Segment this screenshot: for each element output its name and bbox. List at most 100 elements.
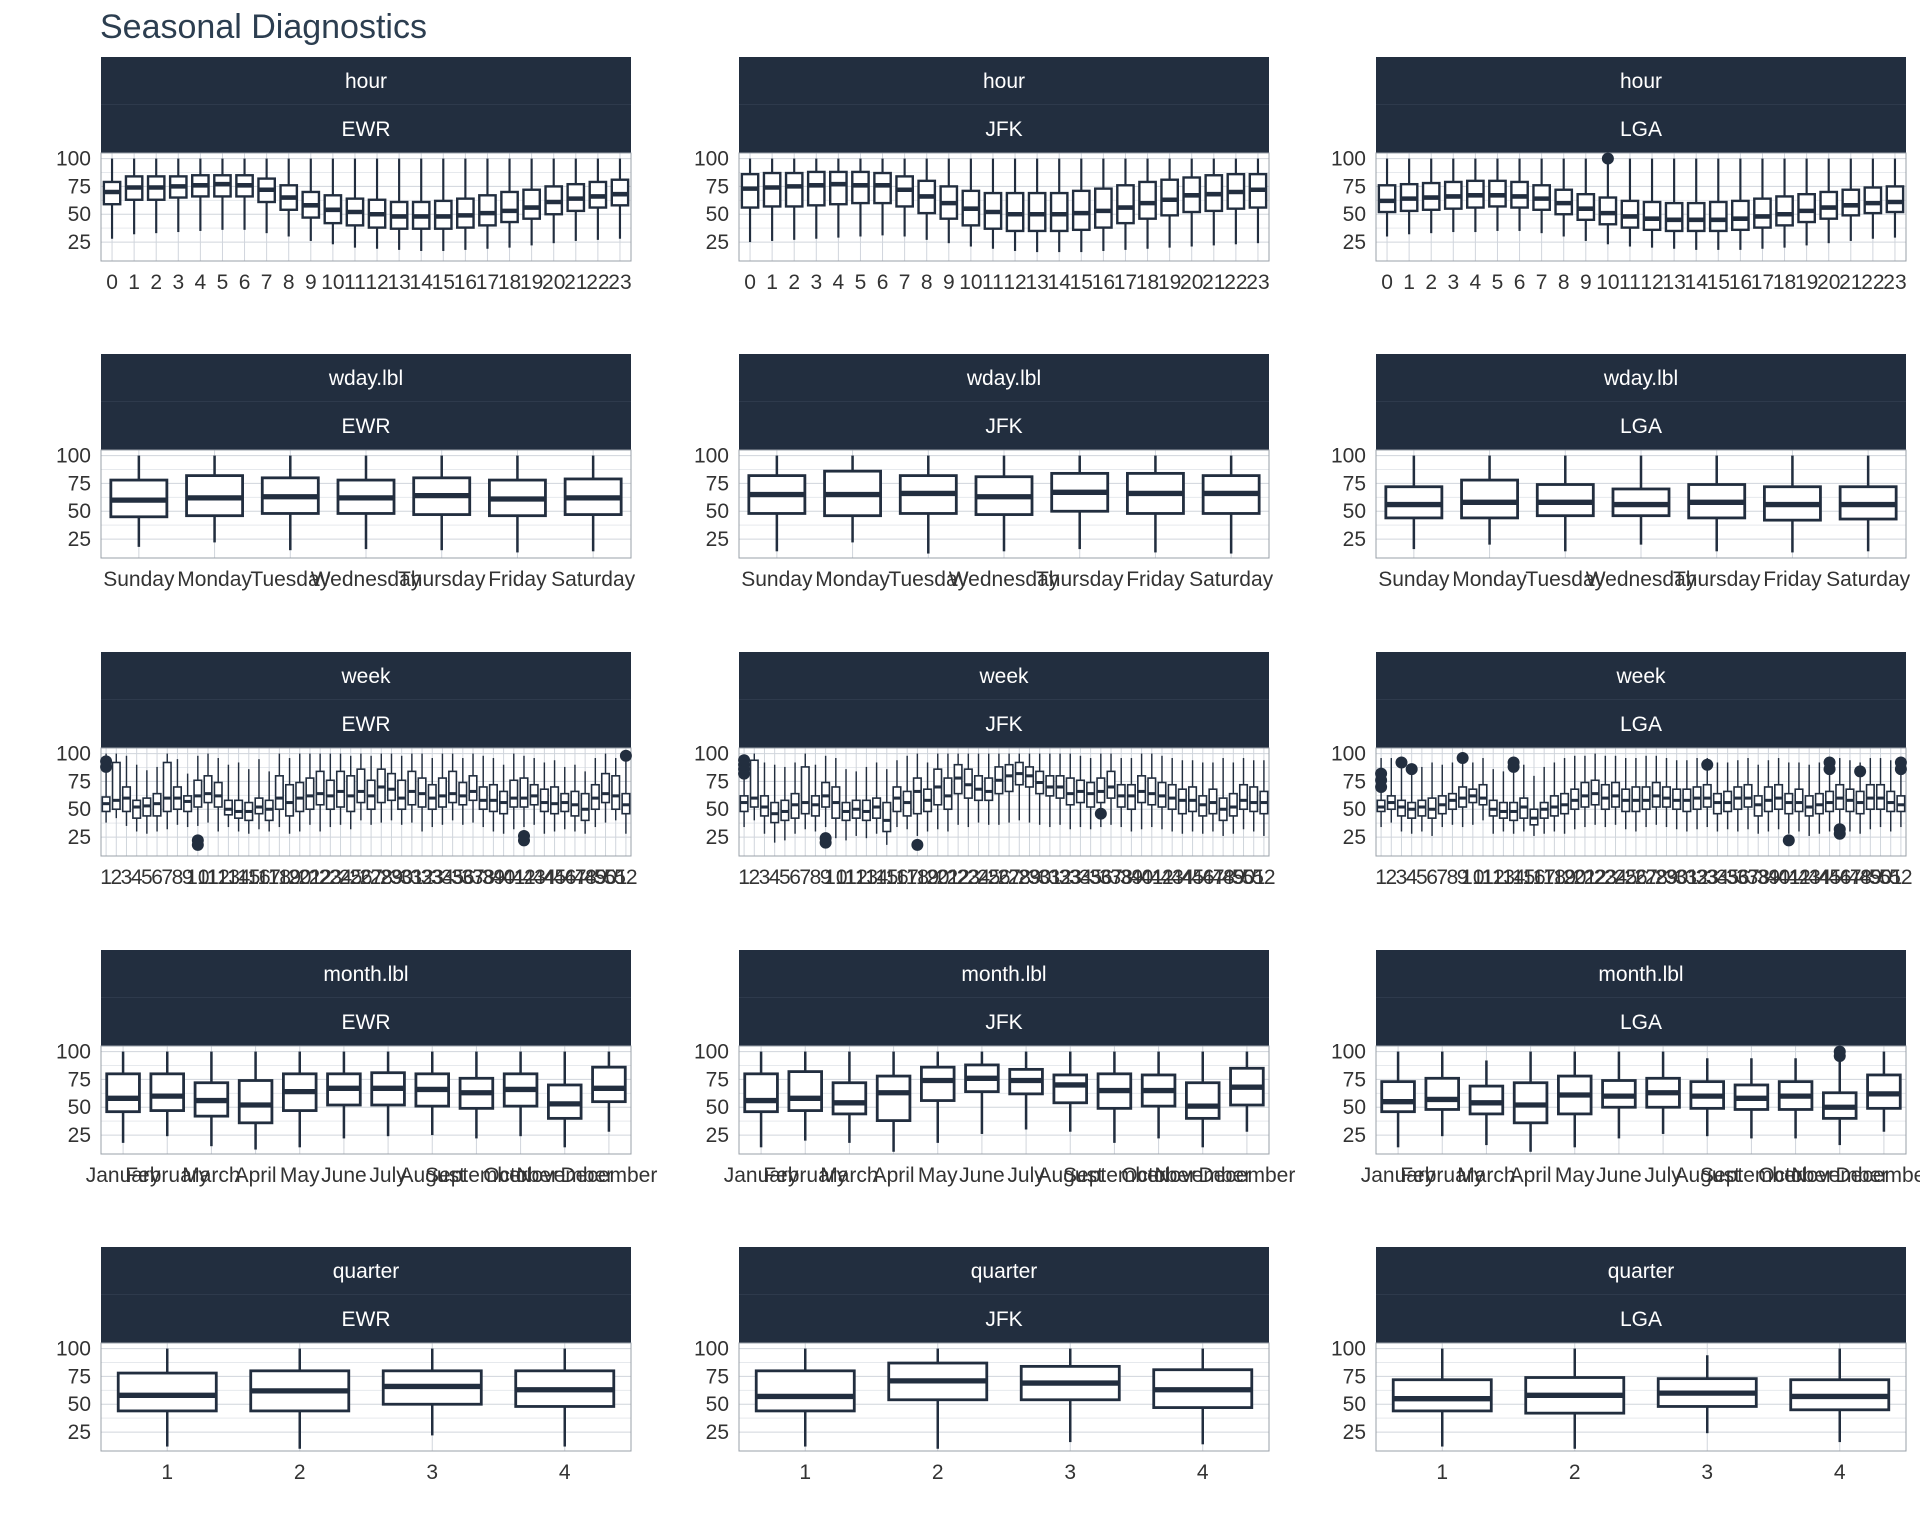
- x-tick-label: 28: [370, 866, 393, 889]
- x-tick-label: 17: [476, 271, 499, 294]
- boxplot-box: [983, 158, 1003, 249]
- x-tick-label: 11: [835, 866, 857, 889]
- outlier-point: [1782, 834, 1795, 847]
- boxplot-box: [1005, 158, 1025, 251]
- x-tick-label: January: [724, 1164, 799, 1187]
- x-tick-label: 4: [195, 271, 207, 294]
- x-tick-label: 20: [1563, 866, 1586, 889]
- boxplot-box: [223, 764, 233, 828]
- boxplot-box: [488, 455, 547, 553]
- boxplot-box: [146, 158, 166, 234]
- x-tick-label: 19: [1158, 271, 1181, 294]
- boxplot-box: [621, 758, 631, 834]
- boxplot-box: [279, 158, 299, 237]
- x-tick-label: 18: [1543, 866, 1566, 889]
- x-tick-label: 40: [1130, 866, 1153, 889]
- box-iqr: [1797, 192, 1816, 224]
- x-tick-label: 6: [151, 866, 163, 889]
- boxplot-box: [1008, 1051, 1044, 1130]
- boxplot-box: [1841, 158, 1861, 241]
- boxplot-box: [124, 158, 144, 235]
- facet-strip-feature: [1376, 57, 1906, 105]
- x-tick-label: March: [820, 1164, 878, 1187]
- x-tick-label: Saturday: [1826, 568, 1911, 591]
- facet-strip-feature: [739, 354, 1269, 402]
- facet-panel-week-jfk: weekJFK255075100123456789101112131415161…: [694, 652, 1276, 889]
- x-tick-label: 31: [1675, 866, 1698, 889]
- box-iqr: [920, 1065, 956, 1102]
- x-tick-label: December: [1198, 1164, 1295, 1187]
- x-tick-label: 0: [1381, 271, 1393, 294]
- y-tick-label: 25: [68, 231, 91, 254]
- boxplot-box: [831, 758, 841, 839]
- x-tick-label: 19: [916, 866, 939, 889]
- box-iqr: [1794, 788, 1804, 813]
- x-tick-label: Monday: [1452, 568, 1527, 591]
- boxplot-box: [370, 1051, 406, 1137]
- facet-panel-week-lga: weekLGA255075100123456789101112131415161…: [1331, 652, 1913, 889]
- boxplot-box: [1249, 760, 1259, 832]
- boxplot-box: [922, 762, 933, 832]
- x-tick-label: Wednesday: [949, 568, 1060, 591]
- facet-strip-feature: [1376, 1247, 1906, 1295]
- y-tick-label: 50: [1343, 798, 1366, 821]
- x-tick-label: 5: [855, 271, 867, 294]
- boxplot-box: [397, 755, 407, 825]
- x-tick-label: 11: [1472, 866, 1494, 889]
- boxplot-box: [1050, 455, 1110, 550]
- boxplot-box: [1185, 1051, 1221, 1148]
- strip-label-feature: wday.lbl: [1603, 367, 1678, 390]
- x-tick-label: 14: [1502, 866, 1526, 889]
- x-tick-label: 26: [349, 866, 372, 889]
- box-iqr: [1775, 195, 1794, 227]
- boxplot-box: [264, 771, 274, 832]
- x-tick-label: 13: [855, 866, 878, 889]
- x-tick-label: June: [1596, 1164, 1642, 1187]
- x-tick-label: 25: [339, 866, 362, 889]
- x-tick-label: 13: [387, 271, 410, 294]
- x-tick-label: 32: [1685, 866, 1708, 889]
- x-tick-label: 29: [1655, 866, 1678, 889]
- boxplot-box: [191, 158, 210, 231]
- box-iqr: [488, 783, 498, 813]
- strip-label-airport: LGA: [1620, 713, 1662, 736]
- x-tick-label: 17: [1532, 866, 1555, 889]
- boxplot-box: [961, 158, 981, 247]
- boxplot-box: [244, 769, 254, 834]
- boxplot-box: [851, 771, 861, 836]
- outlier-point: [1833, 823, 1846, 836]
- box-iqr: [284, 783, 295, 817]
- boxplot-box: [142, 770, 152, 834]
- boxplot-box: [1177, 760, 1187, 834]
- panel-border: [738, 1045, 1270, 1155]
- box-iqr: [1478, 783, 1488, 806]
- boxplot-box: [502, 1051, 539, 1137]
- boxplot-box: [1152, 1348, 1254, 1445]
- y-tick-label: 75: [706, 175, 729, 198]
- boxplot-box: [478, 755, 488, 828]
- boxplot-box: [549, 760, 560, 832]
- box-iqr: [539, 788, 549, 813]
- x-tick-label: 20: [926, 866, 949, 889]
- x-tick-label: 44: [1808, 866, 1832, 889]
- boxplot-box: [784, 158, 804, 240]
- x-tick-label: 23: [1883, 271, 1906, 294]
- x-tick-label: 38: [472, 866, 495, 889]
- y-tick-label: 25: [706, 1421, 729, 1444]
- x-tick-label: 5: [217, 271, 229, 294]
- strip-label-feature: month.lbl: [961, 963, 1046, 986]
- box-iqr: [237, 1079, 274, 1125]
- boxplot-box: [478, 158, 497, 249]
- y-tick-label: 75: [1343, 175, 1366, 198]
- y-tick-label: 25: [706, 528, 729, 551]
- boxplot-box: [519, 755, 529, 828]
- boxplot-box: [851, 158, 870, 237]
- x-tick-label: 38: [1747, 866, 1770, 889]
- outlier-point: [1701, 758, 1714, 771]
- box-iqr: [356, 768, 366, 804]
- boxplot-box: [566, 158, 586, 241]
- x-tick-label: 2: [1569, 1461, 1581, 1484]
- box-iqr: [1641, 786, 1651, 811]
- x-tick-label: September: [425, 1164, 528, 1187]
